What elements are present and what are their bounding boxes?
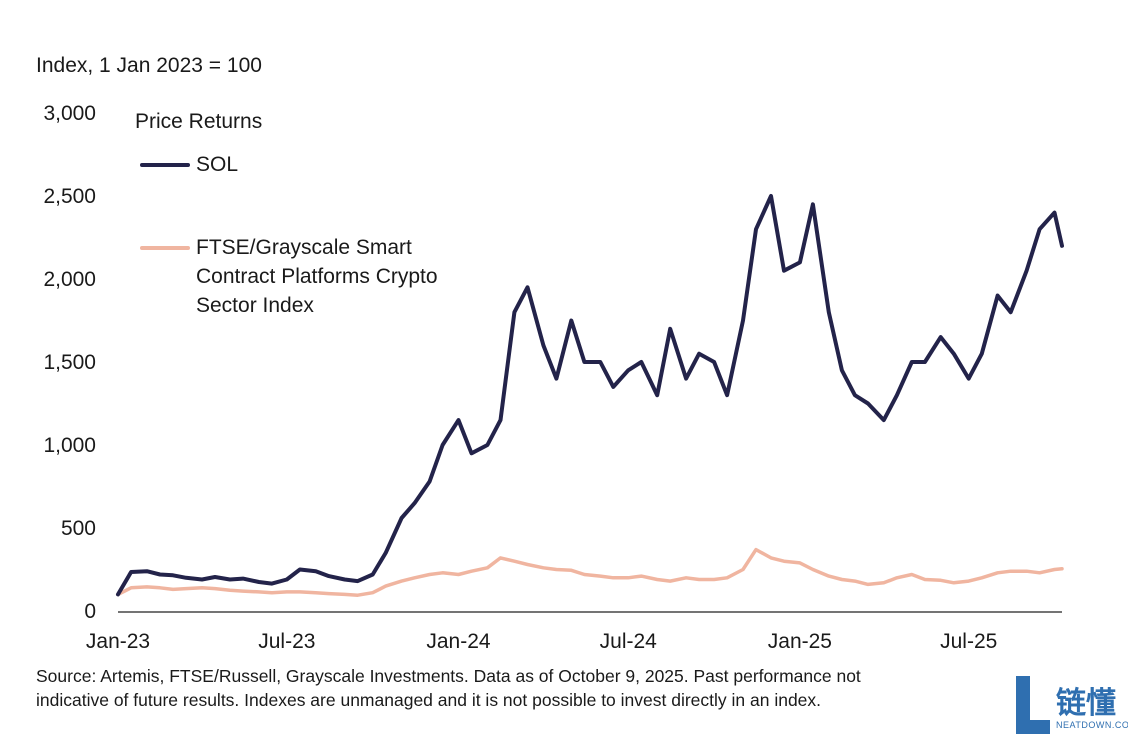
watermark-logo: 链懂 NEATDOWN.COM [1012,672,1128,740]
source-line-2: indicative of future results. Indexes ar… [36,690,822,710]
watermark-l-foot [1016,720,1050,734]
legend-label-line: Contract Platforms Crypto [196,265,438,288]
legend-label-sol: SOL [196,150,238,179]
y-axis-label: Index, 1 Jan 2023 = 100 [36,54,262,77]
y-tick-label: 0 [84,600,96,623]
y-tick-label: 1,500 [43,351,96,374]
x-tick-label: Jul-23 [258,630,315,653]
y-tick-label: 2,500 [43,185,96,208]
y-tick-label: 3,000 [43,102,96,125]
legend-swatch-sol [140,163,190,167]
legend-label-line: Sector Index [196,294,314,317]
y-tick-label: 1,000 [43,434,96,457]
watermark-l-shape [1016,676,1030,734]
source-line-1: Source: Artemis, FTSE/Russell, Grayscale… [36,666,861,686]
legend-title: Price Returns [135,110,263,133]
source-note: Source: Artemis, FTSE/Russell, Grayscale… [36,664,1056,712]
y-tick-label: 500 [61,517,96,540]
x-tick-label: Jul-24 [600,630,658,653]
watermark-english-text: NEATDOWN.COM [1056,720,1128,730]
series-lines [116,194,1064,597]
y-tick-label: 2,000 [43,268,96,291]
x-tick-label: Jan-23 [86,630,150,653]
legend-label-line: FTSE/Grayscale Smart [196,236,412,259]
watermark-chinese-text: 链懂 [1056,686,1116,721]
legend-label-ftse: FTSE/Grayscale Smart Contract Platforms … [196,233,438,320]
x-tick-label: Jan-25 [768,630,832,653]
y-axis: 0 500 1,000 1,500 2,000 2,500 3,000 [43,102,96,623]
x-tick-label: Jan-24 [426,630,491,653]
series-line-ftse-grayscale [116,547,1064,597]
x-tick-label: Jul-25 [940,630,997,653]
legend-swatch-ftse [140,246,190,250]
series-line-sol [116,194,1064,597]
x-axis: Jan-23 Jul-23 Jan-24 Jul-24 Jan-25 Jul-25 [86,611,1062,653]
legend-label-line: SOL [196,153,239,176]
